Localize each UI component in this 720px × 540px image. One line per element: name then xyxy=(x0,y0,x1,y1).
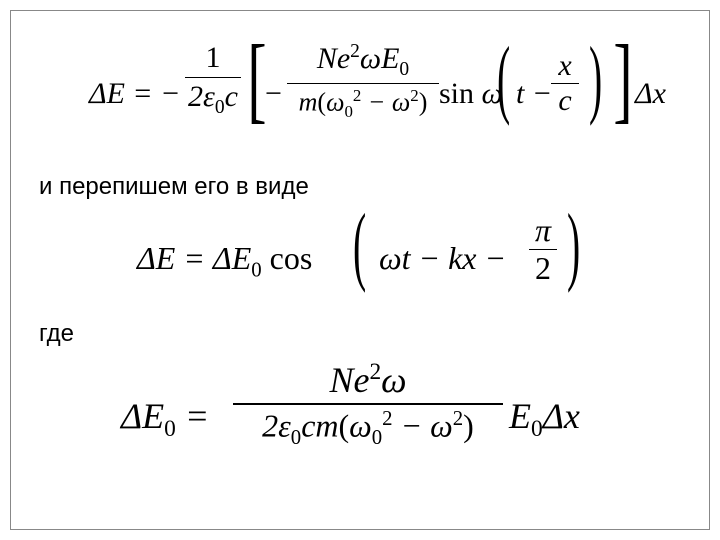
eq1-frac2-num: Ne2ωE0 xyxy=(287,41,439,83)
left-paren-icon: ( xyxy=(353,202,366,290)
slide-frame: ΔE = − 1 2ε0c [ − Ne2ωE0 m(ω02 − ω2) sin… xyxy=(10,10,710,530)
eq2-lhs: ΔE = ΔE0 cos xyxy=(137,240,312,282)
text-line-2: где xyxy=(11,320,709,349)
eq1-t-minus: t − xyxy=(516,77,552,111)
eq3-rhs: E0Δx xyxy=(509,395,580,443)
right-paren-icon: ) xyxy=(567,202,580,290)
eq2-frac-den: 2 xyxy=(529,250,557,287)
left-bracket-icon: [ xyxy=(247,31,266,127)
eq1-frac3-den: c xyxy=(551,84,579,118)
eq1-frac1: 1 2ε0c xyxy=(185,41,241,119)
eq1-frac2-den: m(ω02 − ω2) xyxy=(287,84,439,122)
eq2-inner: ωt − kx − xyxy=(379,240,506,277)
eq1-minus: − xyxy=(265,77,282,111)
eq1-frac1-den: 2ε0c xyxy=(185,78,241,119)
eq1-frac2: Ne2ωE0 m(ω02 − ω2) xyxy=(287,41,439,122)
eq3-frac-num: Ne2ω xyxy=(233,359,503,403)
eq3-lhs: ΔE0 = xyxy=(121,395,209,443)
right-bracket-icon: ] xyxy=(613,31,632,127)
eq1-sin: sin ω xyxy=(439,77,503,111)
eq2-frac-num: π xyxy=(529,212,557,249)
equation-2: ΔE = ΔE0 cos ( ωt − kx − π 2 ) xyxy=(11,206,709,316)
equation-3: ΔE0 = Ne2ω 2ε0cm(ω02 − ω2) E0Δx xyxy=(11,355,709,485)
eq3-frac: Ne2ω 2ε0cm(ω02 − ω2) xyxy=(233,359,503,450)
eq1-frac3-num: x xyxy=(551,49,579,83)
equation-1: ΔE = − 1 2ε0c [ − Ne2ωE0 m(ω02 − ω2) sin… xyxy=(11,31,709,161)
eq2-frac: π 2 xyxy=(529,212,557,287)
eq1-frac3: x c xyxy=(551,49,579,118)
eq1-frac1-num: 1 xyxy=(185,41,241,77)
left-paren-icon: ( xyxy=(497,35,510,123)
eq3-frac-den: 2ε0cm(ω02 − ω2) xyxy=(233,405,503,450)
right-paren-icon: ) xyxy=(589,35,602,123)
eq1-lhs: ΔE = − xyxy=(89,77,180,111)
eq1-deltax: Δx xyxy=(635,77,666,111)
